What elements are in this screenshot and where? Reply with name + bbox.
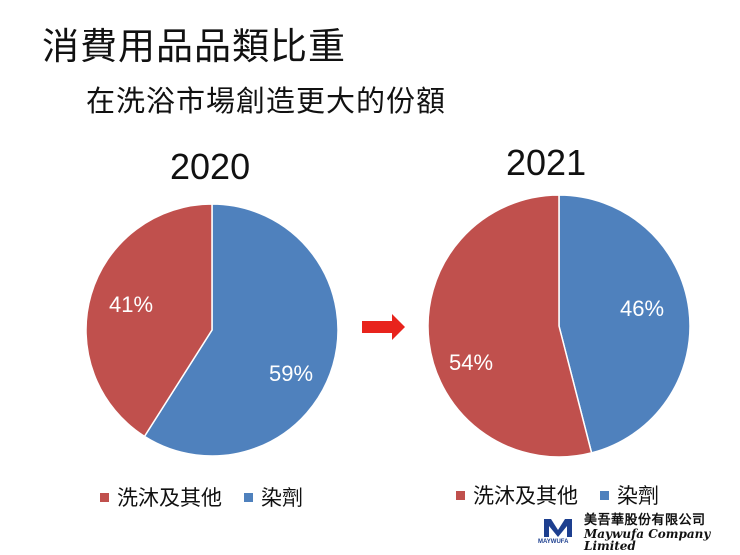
company-logo: MAYWUFA 美吾華股份有限公司 Maywufa Company Limite… [538,514,740,553]
chart-title-2021: 2021 [506,142,587,183]
pie-slice-wash [85,203,213,438]
company-name-cn: 美吾華股份有限公司 [584,513,706,528]
pie-slice-wash [427,194,593,458]
logo-mark-text: MAYWUFA [538,539,569,546]
legend-2020: 洗沐及其他 染劑 [100,482,325,512]
pie-chart-2020: 41% 59% [85,203,339,457]
pie-label-dye: 46% [620,296,664,321]
legend-item-wash: 洗沐及其他 [456,480,578,510]
legend-swatch-red [456,490,465,500]
legend-label-wash: 洗沐及其他 [473,484,578,508]
arrow-right-icon [362,314,405,340]
legend-swatch-blue [600,490,609,500]
legend-swatch-blue [244,492,253,502]
legend-label-dye: 染劑 [261,486,303,510]
pie-slice-dye [143,203,339,457]
pie-slice-dye [558,194,691,454]
page-title: 消費用品品類比重 [42,25,346,68]
legend-label-dye: 染劑 [617,484,659,508]
maywufa-logo-icon: MAYWUFA [538,517,578,549]
legend-swatch-red [100,492,109,502]
chart-title-2020: 2020 [170,146,251,187]
legend-item-dye: 染劑 [244,482,303,512]
pie-label-wash: 41% [109,292,153,317]
company-name-en: Maywufa Company Limited [584,526,711,554]
pie-label-dye: 59% [269,361,313,386]
pie-label-wash: 54% [449,350,493,375]
legend-item-wash: 洗沐及其他 [100,482,222,512]
pie-chart-2021: 54% 46% [427,194,691,458]
legend-item-dye: 染劑 [600,480,659,510]
legend-2021: 洗沐及其他 染劑 [456,480,681,510]
page-subtitle: 在洗浴市場創造更大的份額 [86,84,447,118]
legend-label-wash: 洗沐及其他 [117,486,222,510]
